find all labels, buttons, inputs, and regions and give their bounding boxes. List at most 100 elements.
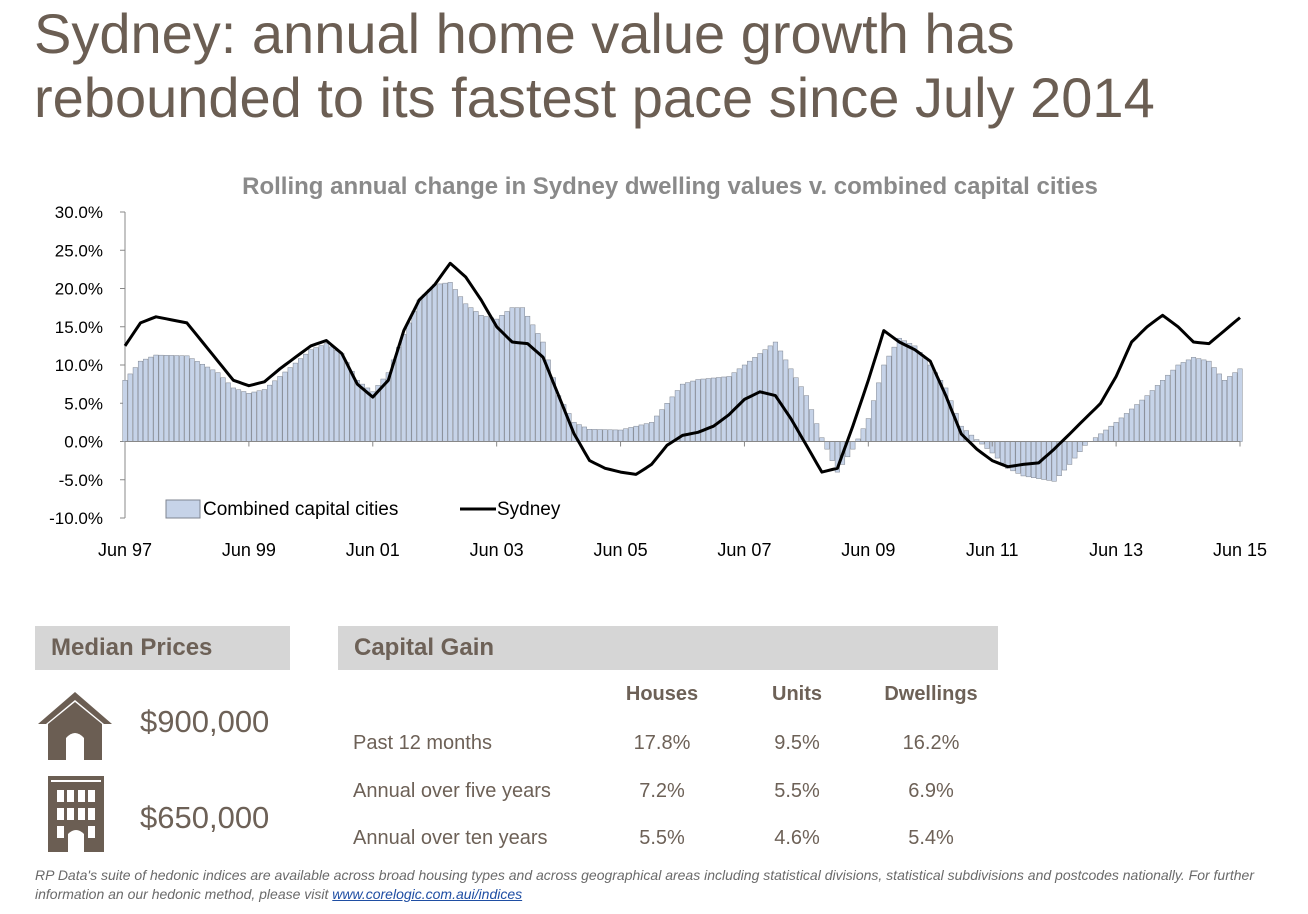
bar (1139, 399, 1145, 442)
apartment-building-icon (48, 776, 104, 857)
bar (679, 383, 686, 442)
bar (483, 316, 489, 442)
cell-houses-5y: 7.2% (639, 780, 685, 802)
bar (323, 343, 329, 442)
bar (809, 409, 815, 442)
bar (158, 354, 164, 442)
bar (230, 387, 236, 442)
bar (1061, 441, 1068, 471)
page-title: Sydney: annual home value growth has reb… (34, 2, 1294, 130)
bar (994, 441, 1000, 459)
x-tick-label: Jun 15 (1213, 540, 1267, 560)
bar (1216, 373, 1222, 442)
bar (427, 289, 433, 442)
bar (1221, 380, 1228, 442)
bar (189, 358, 195, 442)
bar (256, 390, 262, 442)
bar (638, 424, 644, 442)
bar (220, 377, 226, 442)
bar (168, 355, 174, 442)
cell-units-5y: 5.5% (774, 780, 820, 802)
bar (747, 360, 753, 442)
bar (292, 362, 298, 442)
bar (1046, 441, 1052, 481)
bar (587, 429, 593, 442)
bar (581, 426, 587, 442)
bar (432, 284, 438, 442)
bar (783, 359, 789, 442)
bar (411, 311, 417, 442)
bar (886, 355, 892, 442)
bar (1025, 441, 1031, 478)
bar (1015, 441, 1021, 474)
bar (654, 415, 660, 442)
bar (328, 346, 335, 442)
bar (179, 355, 185, 442)
bar (1108, 425, 1114, 442)
bar (1170, 369, 1176, 442)
x-tick-label: Jun 03 (470, 540, 524, 560)
bar (339, 353, 345, 442)
bar (932, 372, 938, 442)
bar (277, 376, 283, 442)
page-title-line-2: rebounded to its fastest pace since July… (34, 66, 1155, 129)
footnote: RP Data's suite of hedonic indices are a… (35, 866, 1295, 904)
x-tick-label: Jun 07 (717, 540, 771, 560)
bar (525, 315, 531, 442)
bar (488, 317, 495, 442)
cell-dwellings-10y: 5.4% (908, 827, 954, 849)
bar (860, 428, 866, 442)
bar (143, 358, 149, 442)
row-label-past-12-months: Past 12 months (353, 732, 492, 754)
legend-label-combined: Combined capital cities (203, 499, 398, 520)
chart: Rolling annual change in Sydney dwelling… (49, 173, 1267, 560)
bar (344, 362, 350, 442)
bar (1149, 390, 1155, 442)
bar (865, 418, 871, 442)
median-prices-header: Median Prices (35, 626, 290, 670)
bar (752, 357, 758, 442)
bar (225, 382, 231, 442)
bar (705, 378, 711, 442)
bar (643, 423, 649, 442)
y-tick-label: 30.0% (55, 203, 103, 222)
x-tick-label: Jun 99 (222, 540, 276, 560)
bar (1160, 380, 1166, 442)
bar (917, 352, 923, 442)
bar (468, 307, 474, 442)
y-tick-label: 20.0% (55, 280, 103, 299)
bar (205, 366, 211, 442)
bar (463, 303, 469, 442)
bar (633, 425, 639, 442)
bar (716, 377, 722, 442)
bar (757, 353, 763, 442)
bar (199, 363, 205, 442)
bar (137, 360, 144, 442)
cell-houses-12m: 17.8% (633, 732, 691, 754)
bar (876, 382, 882, 442)
bar (1206, 360, 1212, 442)
column-header-houses: Houses (625, 683, 699, 705)
bar (1098, 433, 1104, 442)
bar (174, 355, 180, 442)
bar (1185, 359, 1191, 442)
row-label-five-years: Annual over five years (353, 780, 551, 802)
bar (891, 346, 897, 442)
page-title-line-1: Sydney: annual home value growth has (34, 2, 1015, 65)
bar (442, 282, 448, 442)
bar (829, 441, 835, 461)
bar (447, 282, 453, 442)
cell-units-10y: 4.6% (774, 827, 820, 849)
bar (251, 391, 257, 442)
bar (669, 396, 675, 442)
legend-swatch-combined (165, 499, 201, 519)
y-tick-label: -10.0% (49, 509, 103, 528)
footnote-link[interactable]: www.corelogic.com.aui/indices (332, 886, 523, 902)
bar (519, 307, 525, 442)
bar (297, 358, 304, 442)
bar (473, 311, 479, 442)
bar (349, 371, 355, 442)
bar (721, 376, 727, 442)
bar (1129, 408, 1135, 442)
bar (1227, 376, 1233, 442)
